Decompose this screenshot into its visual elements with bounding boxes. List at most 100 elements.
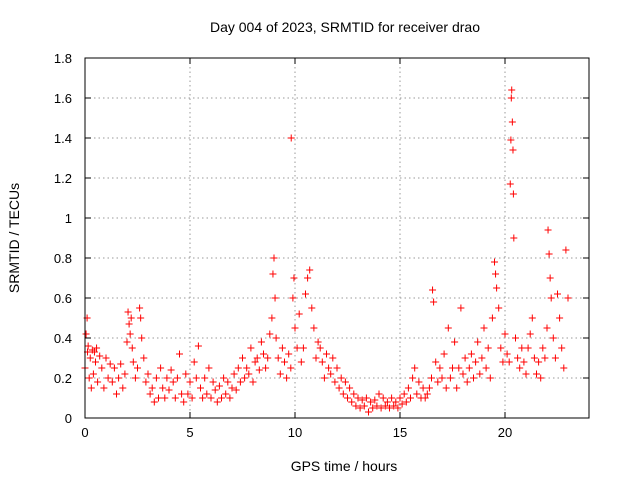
- data-point: [495, 304, 503, 312]
- data-point: [339, 390, 347, 398]
- data-point: [329, 354, 337, 362]
- data-point: [285, 350, 293, 358]
- y-tick-label: 1.8: [54, 51, 72, 66]
- data-point: [167, 366, 175, 374]
- data-points: [81, 86, 572, 416]
- data-point: [564, 294, 572, 302]
- data-point: [554, 290, 561, 298]
- data-point: [161, 394, 169, 402]
- data-point: [453, 384, 461, 392]
- data-point: [537, 374, 545, 382]
- data-point: [269, 270, 277, 278]
- data-point: [262, 364, 270, 372]
- data-point: [226, 394, 234, 402]
- data-point: [467, 350, 475, 358]
- data-point: [344, 394, 351, 402]
- data-point: [299, 344, 307, 352]
- data-point: [119, 384, 127, 392]
- data-point: [558, 344, 566, 352]
- data-point: [266, 330, 274, 338]
- data-point: [169, 378, 177, 386]
- data-point: [304, 274, 312, 282]
- plot-frame: [84, 57, 590, 419]
- data-point: [465, 364, 473, 372]
- data-point: [89, 370, 97, 378]
- data-point: [224, 378, 232, 386]
- data-point: [379, 394, 387, 402]
- data-point: [176, 350, 183, 358]
- data-point: [348, 398, 356, 406]
- data-point: [142, 378, 150, 386]
- data-point: [230, 370, 238, 378]
- data-point: [492, 270, 500, 278]
- data-point: [128, 344, 136, 352]
- data-point: [125, 320, 133, 328]
- data-point: [268, 314, 276, 322]
- data-point: [533, 370, 540, 378]
- data-point: [289, 294, 297, 302]
- data-point: [506, 180, 514, 188]
- data-point: [136, 304, 144, 312]
- data-point: [134, 364, 141, 372]
- data-point: [549, 334, 557, 342]
- data-point: [508, 86, 516, 94]
- data-point: [482, 364, 490, 372]
- data-point: [539, 344, 547, 352]
- data-point: [96, 352, 104, 360]
- data-point: [530, 354, 538, 362]
- data-point: [171, 394, 179, 402]
- data-point: [415, 378, 423, 386]
- data-point: [86, 354, 94, 362]
- data-point: [394, 404, 402, 412]
- data-point: [367, 398, 375, 406]
- data-point: [432, 358, 440, 366]
- data-point: [253, 354, 261, 362]
- data-point: [173, 374, 181, 382]
- data-point: [551, 354, 559, 362]
- data-point: [528, 314, 536, 322]
- data-point: [123, 338, 131, 346]
- data-point: [547, 294, 555, 302]
- data-point: [486, 374, 494, 382]
- data-point: [295, 310, 303, 318]
- data-point: [518, 344, 526, 352]
- y-axis-label: SRMTID / TECUs: [6, 183, 22, 293]
- data-point: [360, 402, 368, 410]
- data-point: [201, 374, 209, 382]
- data-point: [375, 390, 383, 398]
- data-point: [270, 254, 278, 262]
- data-point: [186, 378, 194, 386]
- data-point: [222, 390, 230, 398]
- data-point: [507, 94, 515, 102]
- data-point: [463, 378, 471, 386]
- data-point: [429, 286, 437, 294]
- data-point: [102, 354, 110, 362]
- data-point: [306, 266, 314, 274]
- data-point: [180, 398, 188, 406]
- data-point: [434, 378, 442, 386]
- data-point: [333, 364, 341, 372]
- data-point: [472, 358, 480, 366]
- grid: [85, 58, 589, 418]
- data-point: [243, 364, 251, 372]
- data-point: [276, 370, 284, 378]
- data-point: [544, 226, 552, 234]
- data-point: [293, 344, 301, 352]
- data-point: [320, 374, 328, 382]
- data-point: [93, 344, 101, 352]
- data-point: [451, 338, 459, 346]
- data-point: [535, 358, 543, 366]
- data-point: [272, 334, 280, 342]
- x-tick-label: 20: [498, 425, 512, 440]
- data-point: [182, 370, 190, 378]
- data-point: [155, 394, 162, 402]
- data-point: [228, 384, 236, 392]
- data-point: [203, 390, 211, 398]
- data-point: [239, 354, 246, 362]
- x-axis-label: GPS time / hours: [291, 458, 398, 474]
- data-point: [402, 398, 410, 406]
- data-point: [85, 374, 93, 382]
- data-point: [457, 304, 465, 312]
- data-point: [354, 394, 362, 402]
- data-point: [358, 396, 366, 404]
